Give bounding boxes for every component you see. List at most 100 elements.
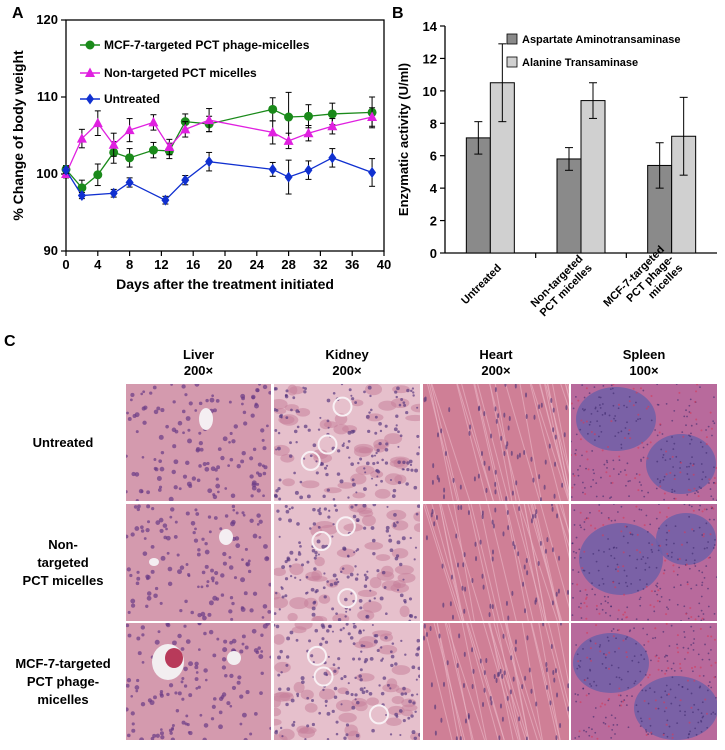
red-pulp-cell	[702, 535, 705, 538]
nucleus	[575, 449, 577, 451]
nucleus	[613, 557, 616, 560]
red-pulp-cell	[618, 455, 621, 458]
nucleus	[230, 617, 234, 621]
red-pulp-cell	[623, 611, 626, 614]
nucleus	[601, 663, 604, 665]
nucleus	[373, 639, 378, 644]
tubule	[393, 579, 406, 589]
nucleus	[545, 662, 548, 668]
nucleus	[350, 429, 355, 434]
nucleus	[436, 474, 439, 480]
nucleus	[581, 454, 583, 457]
nucleus	[134, 526, 140, 531]
nucleus	[699, 441, 702, 444]
nucleus	[679, 584, 682, 586]
nucleus	[580, 617, 583, 619]
nucleus	[594, 593, 596, 596]
nucleus	[524, 608, 527, 614]
red-pulp-cell	[632, 404, 635, 407]
nucleus	[499, 668, 502, 674]
nucleus	[339, 628, 343, 632]
muscle-fiber	[530, 384, 569, 501]
nucleus	[210, 717, 215, 721]
red-pulp-cell	[626, 616, 629, 619]
muscle-fiber	[560, 384, 569, 411]
tubule	[282, 478, 295, 487]
nucleus	[319, 642, 323, 646]
nucleus	[187, 438, 192, 444]
tubule	[289, 563, 304, 576]
histology-texture	[126, 384, 271, 501]
nucleus	[683, 415, 686, 418]
nucleus	[705, 452, 708, 454]
nucleus	[388, 538, 393, 543]
nucleus	[651, 551, 654, 553]
muscle-fiber	[429, 384, 454, 501]
nucleus	[357, 461, 360, 465]
nucleus	[229, 596, 234, 600]
nucleus	[666, 440, 668, 443]
nucleus	[327, 515, 331, 519]
red-pulp-cell	[669, 471, 672, 474]
nucleus	[367, 429, 371, 433]
red-pulp-cell	[582, 421, 585, 424]
histology-image-liver	[126, 384, 271, 501]
nucleus	[261, 616, 265, 619]
nucleus	[497, 413, 500, 419]
nucleus	[585, 467, 587, 470]
muscle-fiber	[531, 623, 561, 740]
tubule	[391, 665, 411, 675]
nucleus	[295, 441, 298, 444]
nucleus	[126, 678, 132, 683]
nucleus	[482, 702, 485, 708]
nucleus	[686, 494, 689, 496]
nucleus	[408, 699, 412, 704]
nucleus	[398, 403, 402, 407]
tubule	[299, 726, 317, 734]
nucleus	[297, 552, 302, 556]
nucleus	[352, 482, 356, 487]
nucleus	[609, 683, 611, 685]
nucleus	[243, 421, 248, 426]
nucleus	[586, 593, 588, 596]
nucleus	[617, 431, 620, 434]
nucleus	[159, 731, 164, 736]
nucleus	[289, 550, 294, 555]
muscle-fiber	[456, 384, 488, 501]
nucleus	[253, 712, 258, 716]
red-pulp-cell	[622, 639, 625, 642]
treatment-row-label-line: Non-	[48, 536, 78, 552]
nucleus	[581, 384, 584, 387]
nucleus	[363, 467, 366, 470]
red-pulp-cell	[671, 736, 674, 739]
nucleus	[616, 724, 619, 726]
nucleus	[172, 640, 177, 646]
nucleus	[394, 556, 399, 561]
nucleus	[141, 633, 145, 637]
nucleus	[173, 459, 179, 465]
red-pulp-cell	[654, 699, 657, 702]
nucleus	[217, 490, 220, 494]
nucleus	[623, 404, 625, 407]
nucleus	[448, 407, 451, 413]
tubule	[279, 692, 294, 702]
red-pulp-cell	[668, 529, 671, 532]
red-pulp-cell	[672, 570, 675, 573]
nucleus	[477, 473, 480, 479]
nucleus	[202, 615, 207, 621]
tubule	[274, 707, 282, 717]
x-tick-label: 0	[62, 257, 69, 272]
nucleus	[163, 535, 168, 540]
nucleus	[474, 541, 477, 547]
red-pulp-cell	[573, 474, 576, 477]
nucleus	[389, 548, 394, 553]
nucleus	[133, 505, 138, 509]
tissue-column-header: Liver 200×	[126, 347, 271, 379]
tubule	[289, 597, 309, 610]
nucleus	[139, 737, 145, 740]
nucleus	[218, 710, 223, 715]
nucleus	[709, 488, 712, 490]
nucleus	[190, 610, 194, 615]
nucleus	[499, 703, 502, 709]
nucleus	[301, 563, 305, 567]
